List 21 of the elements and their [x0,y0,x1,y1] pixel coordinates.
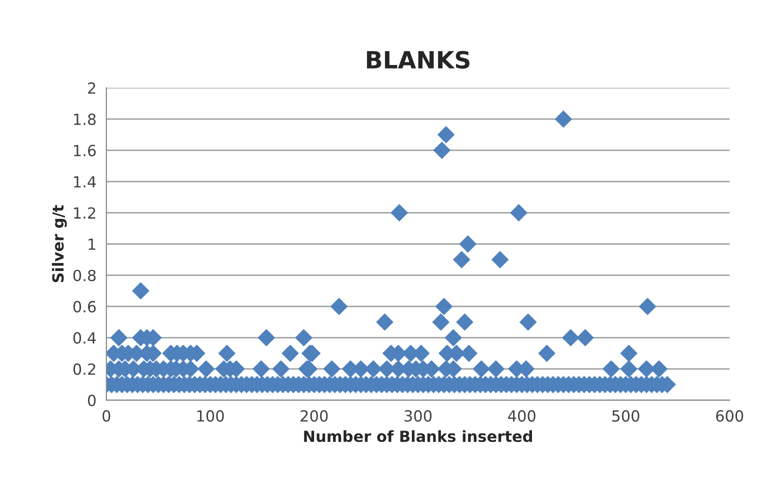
y-tick-label: 1 [88,238,96,250]
y-tick-label: 0.2 [73,363,96,375]
y-tick-label: 1.2 [74,207,96,219]
y-tick-label: 1.4 [74,176,96,188]
x-tick-label: 300 [404,410,432,422]
y-tick-label: 0.6 [73,300,96,312]
x-tick-label: 200 [300,410,328,422]
y-tick-label: 0 [88,394,96,406]
x-tick-label: 100 [197,410,224,422]
y-tick-label: 0.8 [73,270,96,282]
chart-title: BLANKS [366,50,470,69]
y-tick-label: 0.4 [73,332,96,344]
x-axis-title: Number of Blanks inserted [304,430,532,442]
x-tick-label: 600 [716,410,744,422]
y-tick-label: 1.8 [74,114,96,126]
x-tick-label: 400 [508,410,536,422]
x-tick-label: 0 [102,410,110,422]
y-tick-label: 1.6 [74,144,96,156]
y-axis-title: Silver g/t [52,205,67,282]
x-tick-label: 500 [612,410,640,422]
y-tick-label: 2 [88,82,96,94]
